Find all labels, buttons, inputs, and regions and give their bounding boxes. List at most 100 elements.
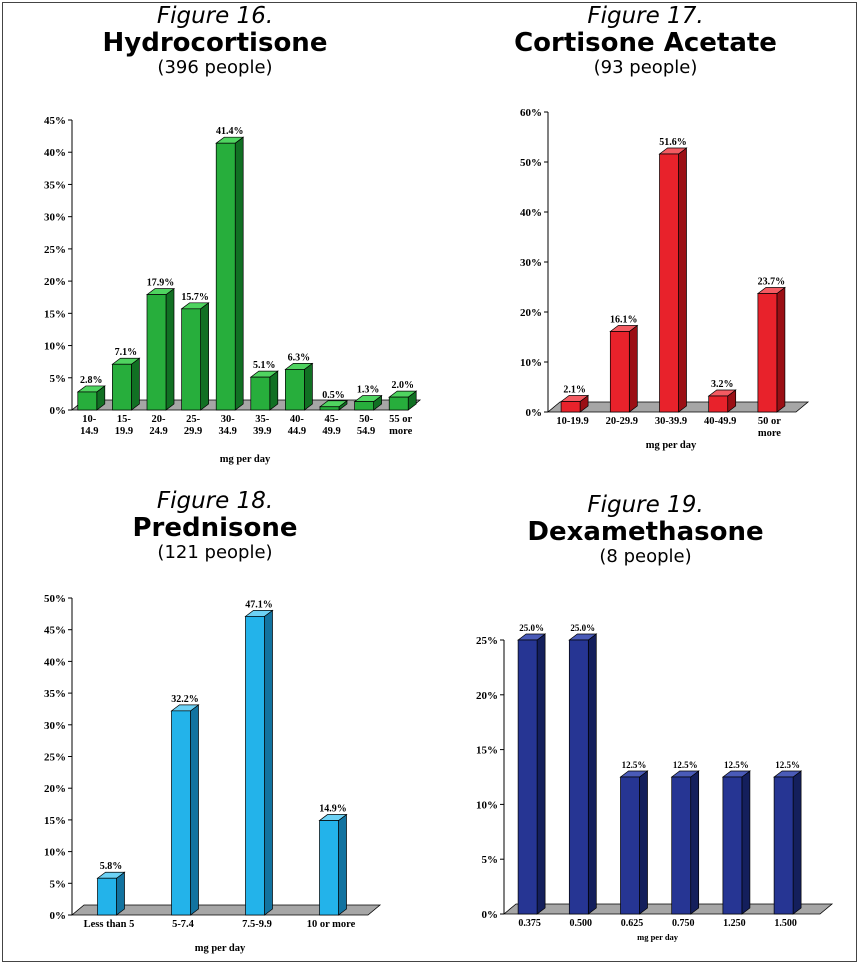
- bar: [112, 363, 132, 411]
- bar-value-label: 5.1%: [253, 360, 276, 371]
- bar-value-label: 32.2%: [171, 694, 199, 705]
- x-tick-label: 10-: [82, 414, 97, 425]
- x-axis-label: mg per day: [637, 932, 679, 942]
- y-tick-label: 25%: [44, 244, 66, 256]
- figure-16-titles: Figure 16. Hydrocortisone (396 people): [0, 3, 430, 79]
- bar-side: [269, 370, 279, 411]
- x-tick-label: 1.500: [774, 918, 797, 929]
- x-axis-label: mg per day: [195, 943, 246, 954]
- bar: [722, 776, 743, 915]
- x-tick-label: 50-: [359, 414, 374, 425]
- bar-value-label: 23.7%: [758, 277, 786, 288]
- y-tick-label: 20%: [44, 783, 66, 795]
- bar: [708, 395, 729, 413]
- y-tick-label: 10%: [520, 357, 542, 369]
- bar-side: [131, 357, 140, 411]
- bar-value-label: 25.0%: [519, 623, 544, 633]
- bar-value-label: 12.5%: [775, 760, 800, 770]
- x-tick-label: 5-7.4: [172, 919, 195, 930]
- x-tick-label: 45-: [325, 414, 340, 425]
- bar: [560, 401, 581, 413]
- bar: [659, 153, 679, 413]
- bar: [517, 639, 538, 915]
- x-axis-label: mg per day: [220, 454, 271, 465]
- y-tick-label: 50%: [44, 593, 66, 605]
- bar-value-label: 2.8%: [80, 375, 103, 386]
- y-tick-label: 0%: [50, 910, 67, 922]
- bar: [215, 142, 236, 411]
- figure-18-label: Figure 18.: [156, 488, 274, 514]
- bar: [354, 401, 374, 411]
- bar-value-label: 25.0%: [570, 623, 595, 633]
- x-axis-label: mg per day: [646, 440, 697, 451]
- figure-17-label: Figure 17.: [587, 3, 704, 29]
- y-tick-label: 0%: [526, 407, 543, 419]
- figure-19-chart: 0% 5% 10% 15% 20% 25% 25.0% 0.375 25.0% 0.500 12.5…: [476, 623, 834, 942]
- y-tick-label: 60%: [520, 107, 542, 119]
- figure-18-title: Prednisone: [132, 513, 298, 543]
- bar-value-label: 7.1%: [115, 347, 138, 358]
- x-tick-label: 0.750: [672, 918, 695, 929]
- figure-19-title: Dexamethasone: [527, 517, 764, 547]
- figure-17-chart: 0% 10% 20% 30% 40% 50% 60% 2.1% 10-19.9 16.1% 20-2…: [520, 107, 810, 451]
- y-tick-label: 15%: [44, 815, 66, 827]
- bar: [388, 396, 409, 411]
- figure-17-titles: Figure 17. Cortisone Acetate (93 people): [430, 3, 861, 79]
- bar-value-label: 0.5%: [322, 390, 345, 401]
- y-tick-label: 25%: [44, 752, 66, 764]
- x-tick-label: 0.500: [570, 918, 593, 929]
- bar-side: [116, 871, 125, 916]
- x-tick-label: 40-: [290, 414, 305, 425]
- bar-side: [200, 302, 209, 411]
- bar-value-label: 3.2%: [711, 379, 734, 390]
- bar-side: [690, 770, 700, 915]
- x-tick-label: 39.9: [253, 426, 271, 437]
- y-tick-label: 20%: [520, 307, 542, 319]
- x-tick-label: 30-: [221, 414, 236, 425]
- y-tick-label: 25%: [476, 635, 498, 647]
- y-tick-label: 15%: [476, 745, 498, 757]
- figure-16-panel: Figure 16. Hydrocortisone (396 people) 0…: [0, 0, 430, 480]
- x-tick-label: 44.9: [288, 426, 306, 437]
- bar-side: [536, 633, 546, 915]
- x-tick-label: 7.5-9.9: [242, 919, 272, 930]
- figure-16-chart: 0% 5% 10% 15% 20% 25% 30% 35% 40% 45% 2.8% 10-14.9 7…: [44, 115, 422, 465]
- x-tick-label: 1.250: [723, 918, 746, 929]
- y-tick-label: 5%: [50, 373, 67, 385]
- figure-16-subtitle: (396 people): [157, 57, 273, 78]
- bar-side: [338, 813, 347, 916]
- bar-value-label: 16.1%: [610, 315, 638, 326]
- bar: [319, 820, 339, 916]
- y-tick-label: 45%: [44, 115, 66, 127]
- bar-value-label: 41.4%: [216, 126, 244, 137]
- x-tick-label: 50 or: [758, 416, 781, 427]
- x-tick-label: 20-29.9: [606, 416, 638, 427]
- bar: [77, 391, 98, 411]
- bar-side: [587, 633, 597, 915]
- bar: [245, 616, 265, 916]
- y-tick-label: 35%: [44, 179, 66, 191]
- y-tick-label: 5%: [50, 878, 67, 890]
- bar: [146, 294, 167, 411]
- y-tick-label: 20%: [44, 276, 66, 288]
- bar: [97, 877, 117, 916]
- bar-value-label: 12.5%: [724, 760, 749, 770]
- figure-16-label: Figure 16.: [156, 3, 274, 29]
- figure-19-label: Figure 19.: [587, 492, 704, 518]
- y-tick-label: 10%: [44, 341, 66, 353]
- x-tick-label: 25-: [186, 414, 201, 425]
- bar: [319, 406, 340, 411]
- bar: [250, 376, 271, 411]
- figure-19-panel: Figure 19. Dexamethasone (8 people) 0% 5%…: [430, 480, 861, 966]
- bar-value-label: 15.7%: [181, 292, 209, 303]
- x-tick-label: 20-: [152, 414, 167, 425]
- bar: [568, 639, 589, 915]
- bar-value-label: 12.5%: [622, 760, 647, 770]
- figure-19-subtitle: (8 people): [599, 546, 692, 567]
- x-tick-label: 35-: [255, 414, 270, 425]
- bar: [620, 776, 640, 915]
- bar-side: [264, 609, 273, 916]
- x-tick-label: 24.9: [149, 426, 167, 437]
- bar-value-label: 51.6%: [659, 137, 687, 148]
